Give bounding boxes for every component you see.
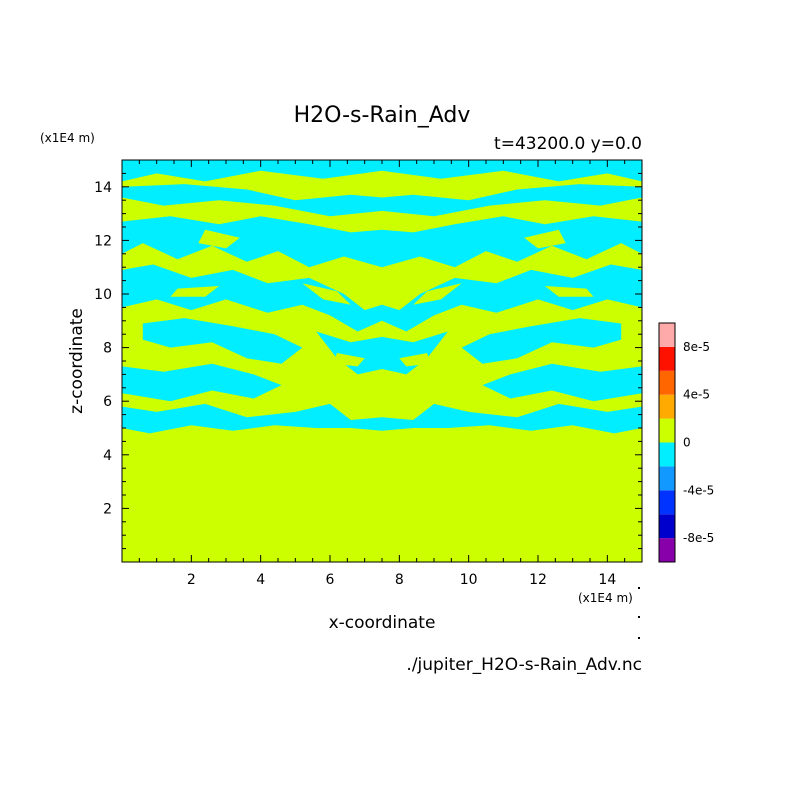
negative-region	[142, 318, 303, 364]
negative-region	[461, 318, 622, 364]
colorbar-label: 0	[683, 436, 691, 450]
colorbar: 8e-5 4e-5 0 -4e-5 -8e-5	[658, 322, 714, 563]
negative-region	[382, 403, 642, 434]
colorbar-segment	[659, 418, 675, 443]
y-axis: 2 4 6 8 10 12 14	[94, 172, 642, 550]
positive-region	[170, 286, 220, 297]
y-axis-label: z-coordinate	[67, 308, 87, 414]
positive-region	[302, 283, 351, 305]
negative-region	[382, 331, 448, 375]
y-unit-label: (x1E4 m)	[40, 131, 95, 145]
field-regions	[122, 160, 642, 434]
negative-region	[382, 216, 642, 268]
positive-region	[198, 229, 240, 249]
colorbar-segment	[659, 394, 675, 419]
positive-region	[413, 283, 462, 305]
positive-region	[524, 229, 566, 249]
y-tick-label: 10	[94, 287, 112, 303]
colorbar-segment	[659, 538, 675, 562]
y-tick-label: 2	[103, 501, 112, 517]
plot-area	[121, 159, 643, 563]
colorbar-segment	[659, 466, 675, 491]
y-tick-label: 8	[103, 341, 112, 357]
colorbar-segment	[659, 442, 675, 467]
negative-region	[122, 184, 382, 217]
x-tick-label: 10	[460, 572, 478, 588]
x-tick-label: 12	[529, 572, 547, 588]
colorbar-segment	[659, 370, 675, 395]
colorbar-segment	[659, 514, 675, 539]
marker-dot	[638, 637, 640, 639]
positive-region	[333, 353, 365, 367]
colorbar-frame	[658, 322, 676, 563]
negative-region	[316, 331, 382, 375]
colorbar-label: -8e-5	[683, 531, 714, 545]
negative-region	[382, 160, 642, 182]
marker-dot	[638, 616, 640, 618]
y-tick-label: 6	[103, 394, 112, 410]
x-tick-label: 14	[598, 572, 616, 588]
filename-label: ./jupiter_H2O-s-Rain_Adv.nc	[406, 655, 642, 675]
x-axis-label: x-coordinate	[329, 613, 436, 633]
negative-region	[122, 403, 382, 434]
colorbar-segment	[659, 323, 675, 347]
colorbar-segment	[659, 346, 675, 371]
positive-region	[544, 286, 594, 297]
colorbar-label: 4e-5	[683, 388, 710, 402]
x-axis: 2 4 6 8 10 12 14	[138, 160, 626, 588]
x-tick-label: 4	[256, 572, 265, 588]
negative-region	[122, 264, 382, 332]
x-unit-label: (x1E4 m)	[578, 591, 633, 605]
x-tick-label: 2	[187, 572, 196, 588]
chart-title: H2O-s-Rain_Adv	[294, 103, 471, 128]
negative-region	[122, 160, 382, 182]
y-tick-label: 14	[94, 180, 112, 196]
positive-region	[281, 178, 483, 184]
negative-region	[122, 363, 282, 402]
negative-region	[382, 184, 642, 217]
negative-region	[482, 363, 642, 402]
x-tick-label: 8	[395, 572, 404, 588]
positive-region	[399, 353, 431, 367]
negative-region	[122, 216, 382, 268]
colorbar-segment	[659, 490, 675, 515]
colorbar-label: 8e-5	[683, 340, 710, 354]
y-tick-label: 4	[103, 448, 112, 464]
y-tick-label: 12	[94, 233, 112, 249]
chart-subtitle: t=43200.0 y=0.0	[494, 134, 642, 154]
marker-dot	[638, 587, 640, 589]
colorbar-label: -4e-5	[683, 483, 714, 497]
negative-region	[382, 264, 642, 332]
x-tick-label: 6	[326, 572, 335, 588]
